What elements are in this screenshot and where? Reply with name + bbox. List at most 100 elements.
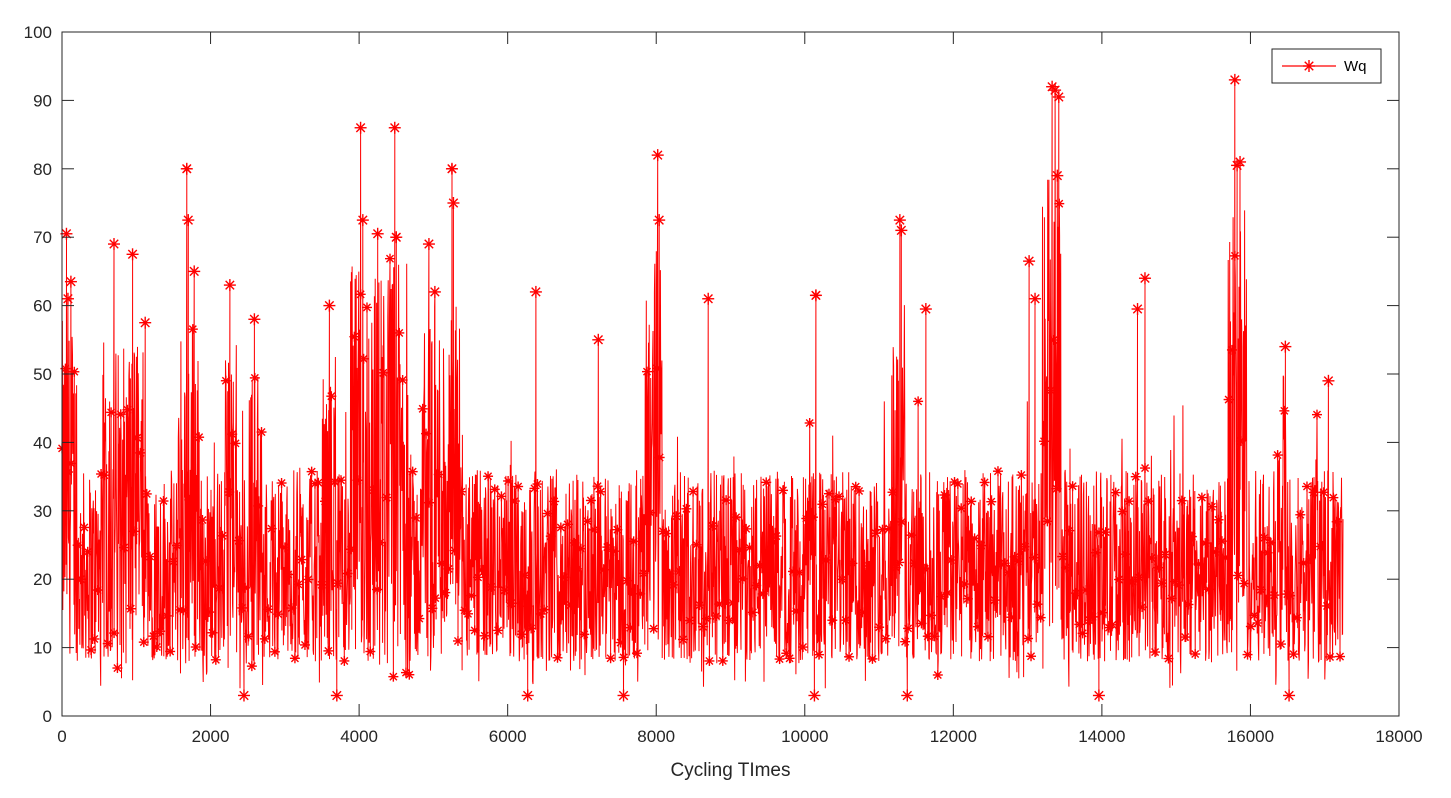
data-point-marker — [1054, 198, 1065, 209]
data-point-marker — [1131, 303, 1144, 316]
data-point-marker — [102, 638, 113, 649]
data-point-marker — [1100, 527, 1111, 538]
data-point-marker — [1322, 600, 1333, 611]
data-point-marker — [801, 513, 812, 524]
data-point-marker — [884, 523, 895, 534]
data-point-marker — [901, 689, 914, 702]
data-point-marker — [1127, 576, 1138, 587]
data-point-marker — [698, 621, 709, 632]
data-point-marker — [496, 491, 507, 502]
y-tick-label: 80 — [33, 160, 52, 179]
data-point-marker — [269, 646, 280, 657]
data-point-marker — [106, 407, 117, 418]
data-point-marker — [572, 563, 583, 574]
data-point-marker — [625, 622, 636, 633]
data-point-marker — [404, 669, 415, 680]
data-point-marker — [1200, 538, 1211, 549]
data-point-marker — [1049, 84, 1062, 97]
data-point-marker — [109, 628, 120, 639]
data-point-marker — [864, 560, 875, 571]
data-point-marker — [76, 574, 87, 585]
data-point-marker — [529, 285, 542, 298]
data-point-marker — [243, 631, 254, 642]
data-point-marker — [473, 572, 484, 583]
data-point-marker — [204, 607, 215, 618]
data-point-marker — [1242, 649, 1253, 660]
data-point-marker — [1133, 572, 1144, 583]
data-point-marker — [486, 581, 497, 592]
data-point-marker — [316, 579, 327, 590]
data-point-marker — [1042, 516, 1053, 527]
data-point-marker — [797, 642, 808, 653]
data-point-marker — [714, 599, 725, 610]
data-point-marker — [1080, 585, 1091, 596]
data-point-marker — [903, 623, 914, 634]
data-point-marker — [857, 607, 868, 618]
y-tick-label: 40 — [33, 433, 52, 452]
data-point-marker — [356, 214, 369, 227]
data-point-marker — [443, 563, 454, 574]
data-point-marker — [256, 427, 267, 438]
data-point-marker — [1285, 590, 1296, 601]
data-point-marker — [1153, 562, 1164, 573]
data-point-marker — [1067, 481, 1078, 492]
data-point-marker — [1150, 647, 1161, 658]
data-point-marker — [181, 163, 192, 174]
data-point-marker — [223, 279, 236, 292]
data-point-marker — [126, 248, 139, 261]
data-point-marker — [1013, 556, 1024, 567]
data-point-marker — [1331, 516, 1342, 527]
data-point-marker — [645, 507, 656, 518]
data-point-marker — [355, 289, 366, 300]
data-point-marker — [589, 524, 600, 535]
data-point-marker — [214, 583, 225, 594]
data-point-marker — [1220, 552, 1231, 563]
data-point-marker — [227, 429, 238, 440]
data-point-marker — [125, 603, 136, 614]
data-point-marker — [867, 653, 878, 664]
data-point-marker — [1272, 450, 1283, 461]
data-point-marker — [1298, 558, 1309, 569]
data-point-marker — [992, 466, 1003, 477]
data-point-marker — [598, 564, 609, 575]
data-point-marker — [668, 579, 679, 590]
data-point-marker — [1110, 487, 1121, 498]
data-point-marker — [804, 417, 815, 428]
data-point-marker — [1097, 607, 1108, 618]
data-point-marker — [119, 542, 130, 553]
data-point-marker — [764, 577, 775, 588]
data-point-marker — [1283, 689, 1296, 702]
data-point-marker — [1279, 340, 1292, 353]
y-tick-label: 70 — [33, 228, 52, 247]
data-point-marker — [240, 582, 251, 593]
data-point-marker — [900, 636, 911, 647]
axes: 0 2000 4000 6000 8000 10000 12000 14000 16000 180… — [24, 23, 1423, 746]
data-point-marker — [906, 530, 917, 541]
data-point-marker — [217, 530, 228, 541]
data-point-marker — [489, 484, 500, 495]
data-point-marker — [579, 629, 590, 640]
data-point-marker — [1143, 496, 1154, 507]
data-point-marker — [916, 618, 927, 629]
data-point-marker — [757, 588, 768, 599]
data-point-marker — [681, 503, 692, 514]
data-point-marker — [628, 536, 639, 547]
data-point-marker — [433, 469, 444, 480]
data-point-marker — [972, 621, 983, 632]
data-point-marker — [296, 554, 307, 565]
data-point-marker — [542, 508, 553, 519]
data-point-marker — [1210, 546, 1221, 557]
series-wq — [57, 73, 1346, 702]
data-point-marker — [276, 478, 287, 489]
x-tick-label: 4000 — [340, 727, 378, 746]
data-point-marker — [1288, 649, 1299, 660]
data-point-marker — [1193, 559, 1204, 570]
x-tick-label: 16000 — [1227, 727, 1274, 746]
data-point-marker — [834, 491, 845, 502]
data-point-marker — [1226, 344, 1237, 355]
data-point-marker — [1160, 549, 1171, 560]
data-point-marker — [820, 554, 831, 565]
data-point-marker — [493, 625, 504, 636]
data-point-marker — [787, 566, 798, 577]
data-point-marker — [428, 285, 441, 298]
